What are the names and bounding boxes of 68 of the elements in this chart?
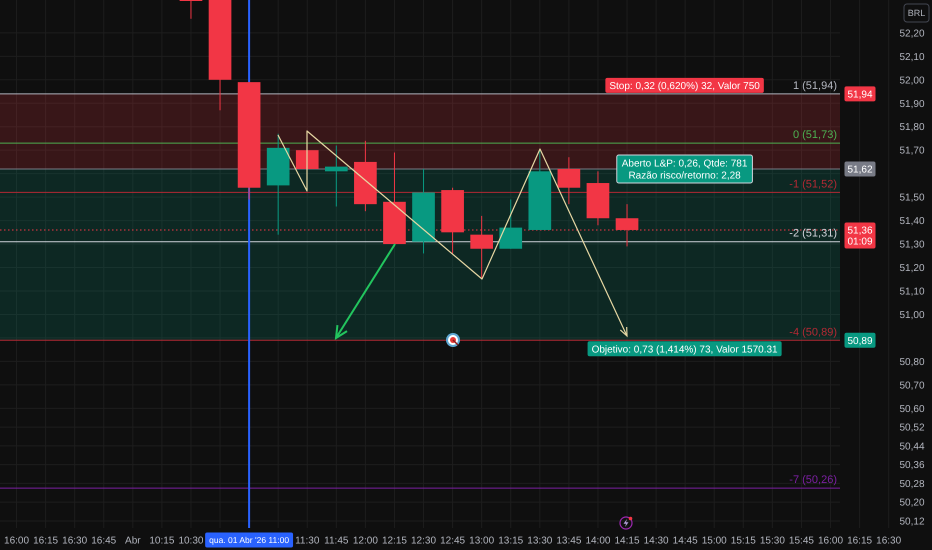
- y-tick-label: 52,10: [899, 52, 925, 63]
- x-tick-label: 16:00: [818, 536, 844, 546]
- y-tick-label: 52,00: [899, 75, 925, 86]
- x-tick-label: 16:30: [62, 536, 88, 546]
- y-tick-label: 51,70: [899, 146, 925, 157]
- y-tick-label: 50,70: [899, 380, 925, 392]
- y-tick-label: 51,50: [899, 192, 925, 204]
- candlestick: [558, 156, 580, 205]
- y-tick-label: 50,44: [899, 441, 925, 452]
- candlestick: [180, 0, 202, 20]
- y-tick-label: 50,28: [899, 478, 925, 490]
- band-label: Objetivo: 0,73 (1,414%) 73, Valor 1570.31: [592, 344, 778, 356]
- y-tick-label: 51,30: [899, 240, 925, 251]
- x-tick-label: 16:15: [33, 536, 59, 546]
- x-tick-label: 11:30: [295, 536, 320, 546]
- y-axis-title: BRL: [908, 8, 926, 18]
- annotation: Aberto L&P: 0,26, Qtde: 781 Razão risco/retorno: 2,28: [622, 158, 748, 182]
- x-tick-label: 12:30: [411, 536, 436, 546]
- x-tick-label: 11:45: [324, 536, 349, 546]
- x-tick-label: 10:30: [178, 536, 204, 546]
- x-tick-label: 13:30: [527, 536, 553, 546]
- candlestick: [324, 144, 348, 208]
- annotation: -7 (50,26): [789, 474, 837, 486]
- x-tick-label: Abr: [125, 536, 142, 546]
- band-label: Stop: 0,32 (0,620%) 32, Valor 750: [609, 80, 760, 92]
- y-tick-label: 50,80: [899, 356, 925, 368]
- x-tick-label: 16:15: [847, 536, 873, 546]
- x-tick-label: 15:15: [730, 536, 756, 546]
- x-tick-label: 13:00: [469, 536, 495, 546]
- x-tick-label: 14:15: [614, 536, 640, 546]
- ref-line-label: 51,94: [847, 89, 873, 100]
- x-tick-label: 16:30: [876, 536, 902, 546]
- x-tick-label: 10:15: [149, 536, 175, 546]
- annotation: -2 (51,31): [789, 228, 837, 240]
- x-tick-label: 15:45: [788, 536, 814, 546]
- candlestick: [499, 198, 522, 250]
- y-tick-label: 52,20: [899, 28, 925, 40]
- y-tick-label: 50,60: [899, 404, 925, 415]
- x-tick-label: 13:15: [498, 536, 524, 546]
- x-tick-label: 14:30: [644, 536, 670, 546]
- x-tick-label: 12:15: [382, 536, 408, 546]
- y-tick-label: 51,80: [899, 122, 925, 134]
- x-tick-label: 12:00: [352, 536, 378, 546]
- annotation: 0 (51,73): [792, 129, 837, 142]
- x-tick-label: 15:30: [760, 536, 786, 546]
- y-tick-label: 50,20: [899, 498, 925, 509]
- annotation: -4 (50,89): [789, 326, 837, 338]
- x-tick-label: qua. 01 Abr '26 11:00: [209, 534, 290, 545]
- x-tick-label: 14:00: [585, 536, 611, 546]
- y-tick-label: 50,12: [899, 516, 925, 528]
- y-tick-label: 51,40: [899, 216, 925, 228]
- annotation: 1 (51,94): [792, 80, 837, 92]
- ref-line-label: 50,89: [847, 336, 873, 347]
- ref-line-label: 51,62: [847, 164, 873, 176]
- x-tick-label: 14:45: [672, 536, 698, 546]
- y-tick-label: 51,10: [899, 286, 925, 298]
- y-tick-label: 51,90: [899, 98, 925, 110]
- x-tick-label: 12:45: [440, 536, 466, 546]
- x-tick-label: 13:45: [556, 536, 582, 546]
- y-tick-label: 50,52: [899, 422, 925, 434]
- x-tick-label: 16:45: [91, 536, 117, 546]
- ref-line-label: 51,36 01:09: [847, 225, 873, 248]
- x-tick-label: 16:00: [4, 536, 30, 546]
- y-tick-label: 50,36: [899, 460, 925, 472]
- y-tick-label: 51,20: [899, 263, 925, 274]
- annotation: -1 (51,52): [789, 178, 837, 190]
- x-tick-label: 15:00: [702, 536, 728, 546]
- y-tick-label: 51,00: [899, 310, 925, 321]
